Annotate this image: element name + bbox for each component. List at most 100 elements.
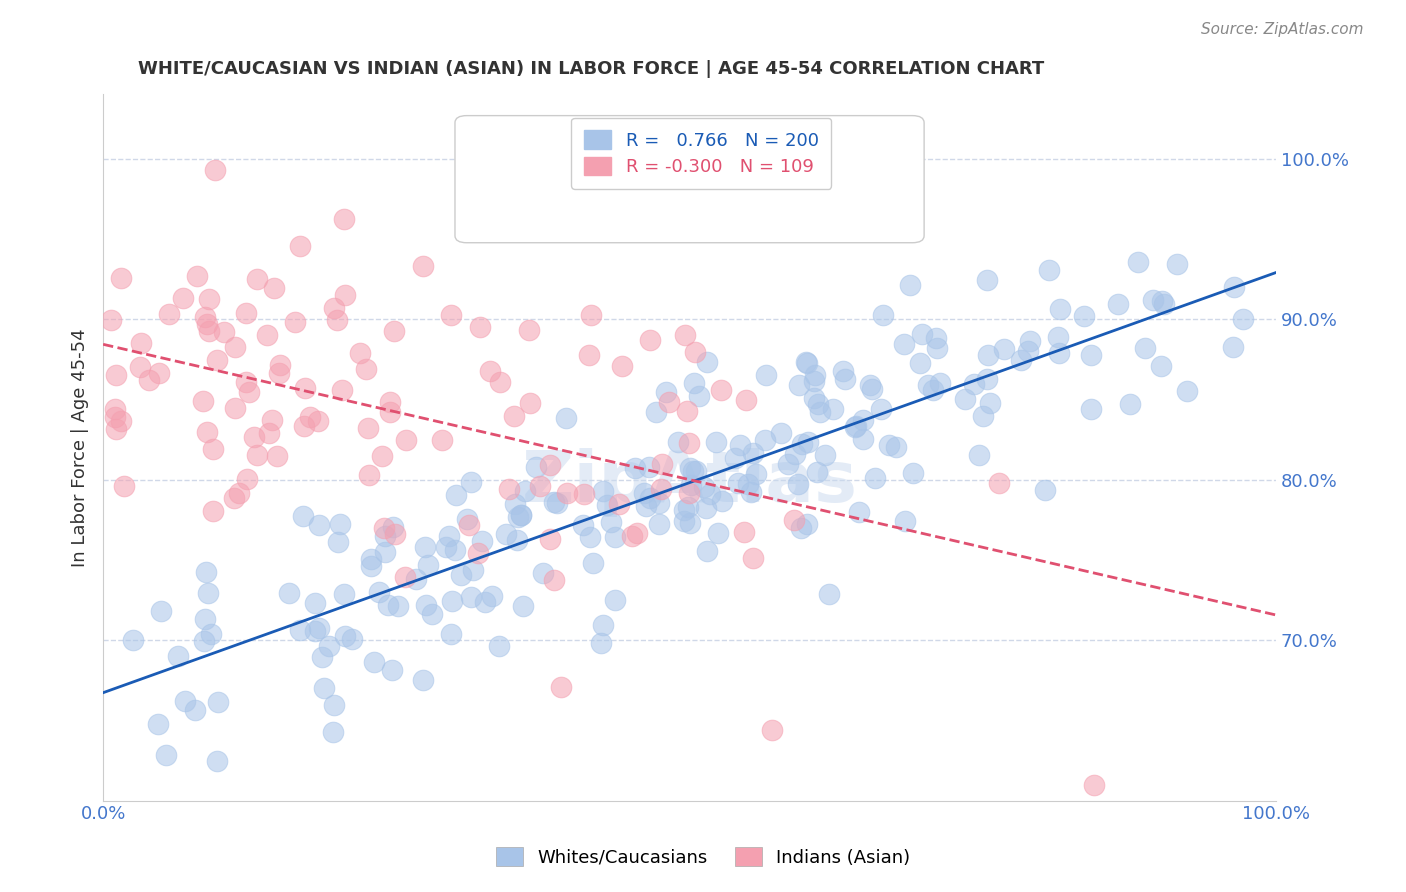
Whites/Caucasians: [869, 402, 891, 417]
Whites/Caucasians: [439, 627, 461, 641]
Whites/Caucasians: [374, 545, 396, 559]
Indians (Asian): [222, 491, 245, 506]
Indians (Asian): [783, 513, 806, 527]
Indians (Asian): [675, 327, 697, 342]
Indians (Asian): [110, 414, 132, 428]
Indians (Asian): [371, 449, 394, 463]
Indians (Asian): [224, 401, 246, 415]
Indians (Asian): [538, 458, 561, 472]
Whites/Caucasians: [925, 331, 948, 345]
Indians (Asian): [741, 551, 763, 566]
Whites/Caucasians: [647, 516, 669, 531]
Whites/Caucasians: [711, 494, 734, 508]
Indians (Asian): [579, 309, 602, 323]
Indians (Asian): [373, 521, 395, 535]
Indians (Asian): [384, 527, 406, 541]
Whites/Caucasians: [304, 624, 326, 639]
Indians (Asian): [191, 394, 214, 409]
Whites/Caucasians: [976, 273, 998, 287]
Indians (Asian): [197, 324, 219, 338]
Whites/Caucasians: [993, 342, 1015, 356]
Whites/Caucasians: [1175, 384, 1198, 398]
Whites/Caucasians: [1153, 297, 1175, 311]
Whites/Caucasians: [814, 448, 837, 462]
Indians (Asian): [243, 429, 266, 443]
Indians (Asian): [294, 381, 316, 395]
Indians (Asian): [710, 383, 733, 397]
Indians (Asian): [359, 468, 381, 483]
Whites/Caucasians: [193, 634, 215, 648]
Whites/Caucasians: [418, 558, 440, 573]
Whites/Caucasians: [790, 437, 813, 451]
Indians (Asian): [246, 448, 269, 462]
Whites/Caucasians: [488, 639, 510, 653]
Whites/Caucasians: [1038, 263, 1060, 277]
Whites/Caucasians: [787, 377, 810, 392]
Indians (Asian): [138, 373, 160, 387]
Whites/Caucasians: [921, 383, 943, 397]
Indians (Asian): [228, 486, 250, 500]
Indians (Asian): [172, 292, 194, 306]
Indians (Asian): [201, 442, 224, 456]
Whites/Caucasians: [509, 508, 531, 522]
Indians (Asian): [298, 409, 321, 424]
Whites/Caucasians: [543, 494, 565, 508]
Whites/Caucasians: [901, 466, 924, 480]
Whites/Caucasians: [444, 487, 467, 501]
Indians (Asian): [148, 366, 170, 380]
Whites/Caucasians: [654, 384, 676, 399]
Indians (Asian): [988, 475, 1011, 490]
Indians (Asian): [354, 362, 377, 376]
Whites/Caucasians: [796, 356, 818, 370]
Whites/Caucasians: [929, 376, 952, 390]
Indians (Asian): [503, 409, 526, 423]
Whites/Caucasians: [796, 516, 818, 531]
Whites/Caucasians: [155, 748, 177, 763]
Whites/Caucasians: [200, 627, 222, 641]
Indians (Asian): [100, 313, 122, 327]
Indians (Asian): [201, 504, 224, 518]
Whites/Caucasians: [723, 451, 745, 466]
Indians (Asian): [269, 358, 291, 372]
Indians (Asian): [529, 478, 551, 492]
Whites/Caucasians: [859, 377, 882, 392]
Whites/Caucasians: [969, 448, 991, 462]
Indians (Asian): [288, 239, 311, 253]
Whites/Caucasians: [877, 437, 900, 451]
Indians (Asian): [333, 212, 356, 227]
Whites/Caucasians: [508, 510, 530, 524]
Whites/Caucasians: [803, 392, 825, 406]
Indians (Asian): [104, 422, 127, 436]
Whites/Caucasians: [695, 501, 717, 516]
Whites/Caucasians: [808, 405, 831, 419]
Whites/Caucasians: [1017, 343, 1039, 358]
Indians (Asian): [307, 414, 329, 428]
Indians (Asian): [262, 413, 284, 427]
Indians (Asian): [194, 310, 217, 324]
Indians (Asian): [412, 260, 434, 274]
Whites/Caucasians: [754, 433, 776, 447]
Whites/Caucasians: [1166, 256, 1188, 270]
Indians (Asian): [112, 479, 135, 493]
Whites/Caucasians: [679, 461, 702, 475]
Whites/Caucasians: [363, 656, 385, 670]
Whites/Caucasians: [1150, 359, 1173, 373]
Whites/Caucasians: [420, 607, 443, 622]
Indians (Asian): [104, 402, 127, 417]
Whites/Caucasians: [150, 604, 173, 618]
Whites/Caucasians: [979, 396, 1001, 410]
Indians (Asian): [257, 425, 280, 440]
Indians (Asian): [457, 517, 479, 532]
Whites/Caucasians: [794, 355, 817, 369]
Indians (Asian): [266, 449, 288, 463]
Whites/Caucasians: [194, 565, 217, 579]
Whites/Caucasians: [638, 459, 661, 474]
Whites/Caucasians: [624, 461, 647, 475]
Whites/Caucasians: [605, 530, 627, 544]
Indians (Asian): [572, 487, 595, 501]
Whites/Caucasians: [578, 530, 600, 544]
Indians (Asian): [658, 395, 681, 409]
Indians (Asian): [256, 328, 278, 343]
Whites/Caucasians: [461, 563, 484, 577]
Whites/Caucasians: [1119, 397, 1142, 411]
